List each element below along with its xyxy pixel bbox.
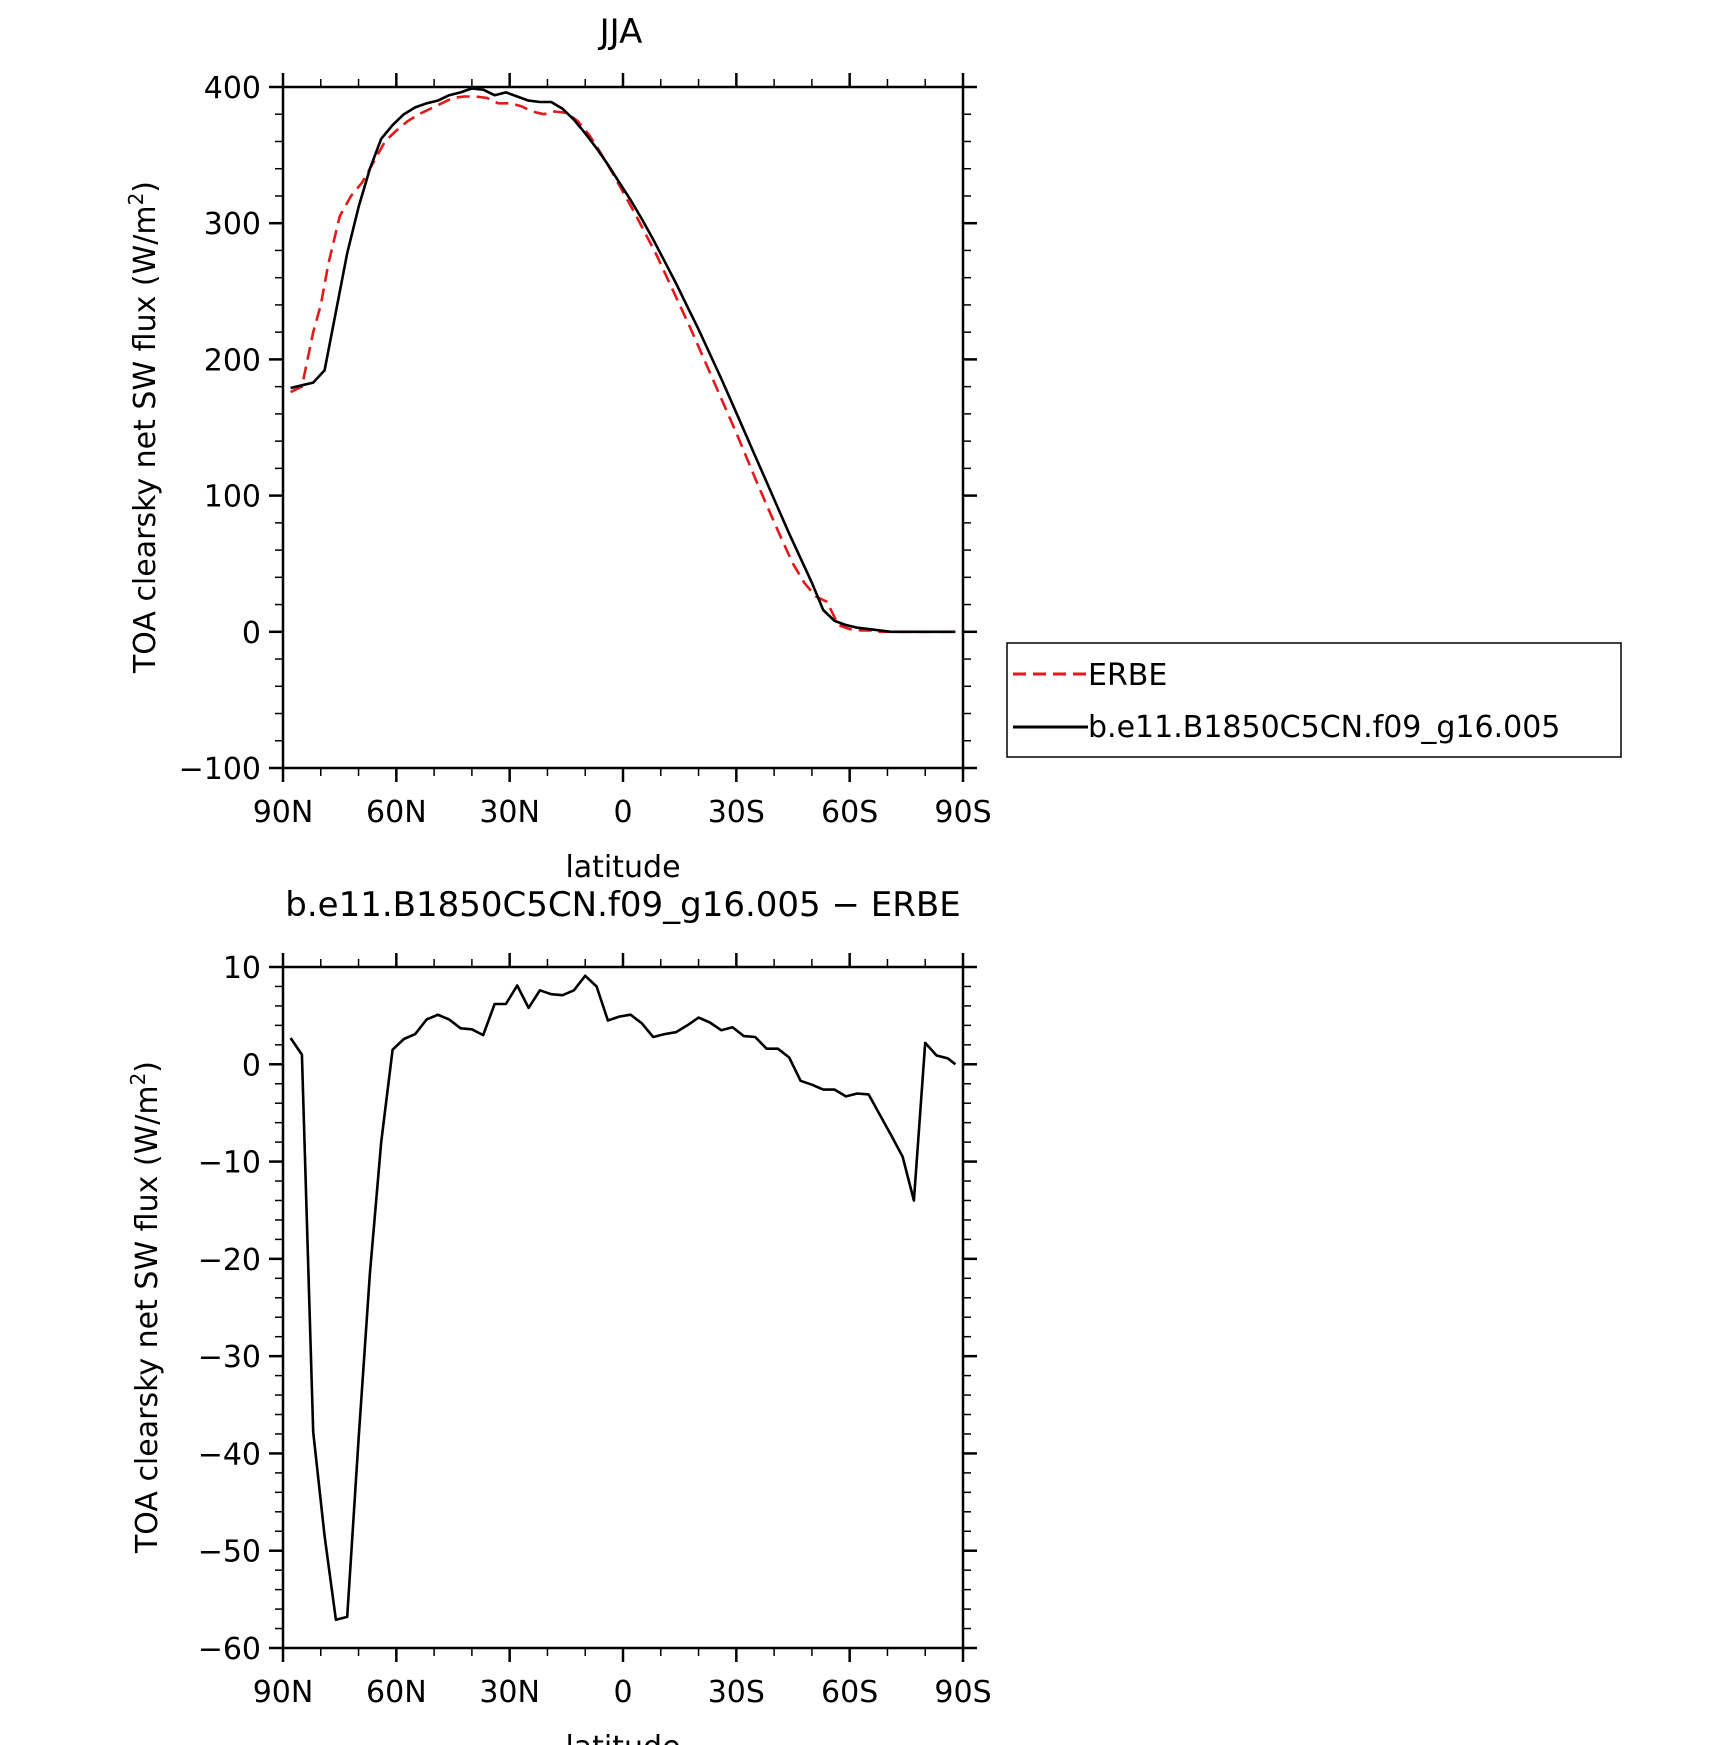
bottom-panel-x-tick-label: 30S [708,1675,765,1710]
top-panel-y-tick-label: 0 [242,616,261,651]
top-panel-x-tick-label: 90N [253,795,314,830]
bottom-panel-x-tick-label: 30N [479,1675,540,1710]
top-panel-x-tick-label: 90S [934,795,991,830]
bottom-panel-x-tick-label: 90S [934,1675,991,1710]
bottom-panel-x-tick-label: 60S [821,1675,878,1710]
legend-label-erbe: ERBE [1088,658,1167,693]
top-panel-series-line-0 [290,95,952,634]
bottom-panel-y-tick-label: −50 [198,1535,261,1570]
bottom-panel-y-tick-label: −40 [198,1437,261,1472]
top-panel-ticks: −100 0 100 200 300 400 90N 60N 30N 0 30S 60S 90S [179,71,992,830]
top-panel-y-tick-label: 200 [204,343,261,378]
legend: ERBE b.e11.B1850C5CN.f09_g16.005 [1006,642,1622,758]
legend-label-model: b.e11.B1850C5CN.f09_g16.005 [1088,710,1560,745]
bottom-panel-x-tick-label: 60N [366,1675,427,1710]
bottom-panel-y-axis-label: TOA clearsky net SW flux (W/m2) [126,1061,165,1554]
bottom-panel-y-tick-label: −10 [198,1146,261,1181]
bottom-panel-lines [289,974,957,1622]
top-panel-x-tick-label: 30N [479,795,540,830]
top-panel-x-axis-label: latitude [565,850,680,885]
top-panel-x-tick-label: 0 [613,795,632,830]
top-panel-y-tick-label: 400 [204,71,261,106]
legend-box [1006,642,1622,758]
top-panel-series-line-1 [290,87,956,634]
top-panel: JJA −100 0 100 200 300 400 90N 60N 30N 0 30S 60S 90S… [124,12,992,885]
top-panel-frame [281,85,965,770]
top-panel-y-tick-label: 300 [204,207,261,242]
top-panel-title: JJA [598,12,643,52]
bottom-panel-y-tick-label: −20 [198,1243,261,1278]
bottom-panel-y-tick-label: −60 [198,1632,261,1667]
bottom-panel-x-tick-label: 90N [253,1675,314,1710]
top-panel-x-tick-label: 60S [821,795,878,830]
top-panel-y-tick-label: −100 [179,752,261,787]
bottom-panel-frame [281,965,965,1650]
bottom-panel-x-tick-label: 0 [613,1675,632,1710]
bottom-panel-x-axis-label: latitude [565,1730,680,1745]
top-panel-x-tick-label: 30S [708,795,765,830]
bottom-panel-title: b.e11.B1850C5CN.f09_g16.005 − ERBE [285,885,960,925]
top-panel-y-tick-label: 100 [204,480,261,515]
bottom-panel-y-tick-label: −30 [198,1340,261,1375]
bottom-panel: b.e11.B1850C5CN.f09_g16.005 − ERBE −60 −5… [126,885,992,1745]
top-panel-y-axis-label: TOA clearsky net SW flux (W/m2) [124,181,163,674]
bottom-panel-y-tick-label: 10 [223,951,261,986]
bottom-panel-y-tick-label: 0 [242,1048,261,1083]
top-panel-x-tick-label: 60N [366,795,427,830]
bottom-panel-ticks: −60 −50 −40 −30 −20 −10 0 10 90N 60N 30N 0 30S 60S 90S [198,951,992,1710]
top-panel-lines [290,87,956,634]
bottom-panel-series-line-0 [289,974,957,1622]
